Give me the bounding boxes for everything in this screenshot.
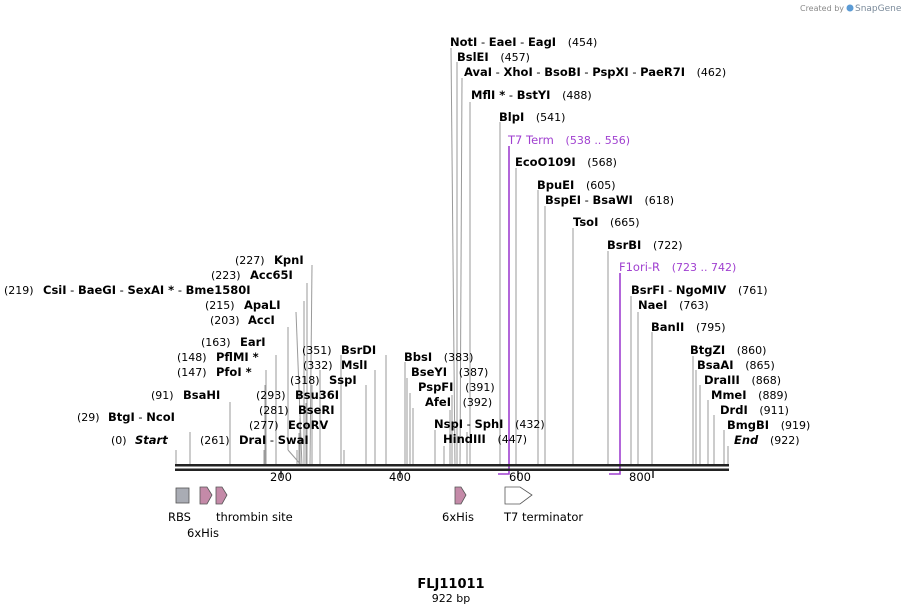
site-label-naei[interactable]: NaeI (763): [638, 298, 709, 312]
site-label-drdi[interactable]: DrdI (911): [720, 403, 789, 417]
pos-label-29: (29): [77, 411, 100, 424]
primer-markers: [498, 146, 621, 475]
site-label-f1ori-r[interactable]: F1ori-R (723 .. 742): [619, 260, 736, 274]
site-label-eari[interactable]: EarI: [240, 335, 266, 349]
pos-label-223: (223): [211, 269, 241, 282]
site-label-sspi[interactable]: SspI: [329, 373, 357, 387]
site-label-bslei[interactable]: BslEI (457): [457, 50, 530, 64]
site-label-start[interactable]: Start: [135, 433, 168, 447]
site-label-bsahi[interactable]: BsaHI: [183, 388, 220, 402]
site-label-bmgbi[interactable]: BmgBI (919): [727, 418, 810, 432]
pos-label-332: (332): [303, 359, 333, 372]
site-label-mfli[interactable]: MflI * - BstYI (488): [471, 88, 592, 102]
site-label-tsoi[interactable]: TsoI (665): [573, 215, 640, 229]
site-label-nspi[interactable]: NspI - SphI (432): [434, 417, 545, 431]
site-label-bsaai[interactable]: BsaAI (865): [697, 358, 775, 372]
pos-label-163: (163): [201, 336, 231, 349]
pos-label-147: (147): [177, 366, 207, 379]
site-labels-right: NotI - EaeI - EagI (454) BslEI (457) Ava…: [450, 35, 810, 447]
pos-label-215: (215): [205, 299, 235, 312]
feature-track: [175, 486, 533, 505]
ruler-tick-200: 200: [270, 470, 292, 484]
site-label-pfoi[interactable]: PfoI *: [216, 365, 252, 379]
site-connectors: [175, 47, 729, 467]
ruler-tick-600: 600: [509, 470, 531, 484]
site-labels-middle: BsrDI (351) MslI (332) SspI (318) Bsu36I…: [200, 343, 545, 447]
site-label-ecorv[interactable]: EcoRV: [288, 418, 328, 432]
site-label-bseri[interactable]: BseRI: [298, 403, 335, 417]
pos-label-219: (219): [4, 284, 34, 297]
site-label-banii[interactable]: BanII (795): [651, 320, 726, 334]
rbs-feature-box[interactable]: [175, 487, 190, 504]
brand-text: Created by: [800, 4, 844, 13]
his-tag-left-arrow[interactable]: [199, 486, 213, 505]
site-label-pflmi[interactable]: PflMI *: [216, 350, 259, 364]
t7-terminator-label: T7 terminator: [503, 510, 583, 524]
site-label-btgi[interactable]: BtgI - NcoI: [108, 410, 175, 424]
site-label-avai[interactable]: AvaI - XhoI - BsoBI - PspXI - PaeR7I (46…: [464, 65, 726, 79]
site-labels-left: (227) KpnI (223) Acc65I (219) CsiI - Bae…: [4, 253, 304, 447]
site-label-ecoo109i[interactable]: EcoO109I (568): [515, 155, 617, 169]
site-label-apali[interactable]: ApaLI: [244, 298, 281, 312]
ruler-tick-400: 400: [389, 470, 411, 484]
site-label-bspei[interactable]: BspEI - BsaWI (618): [545, 193, 674, 207]
thrombin-label: thrombin site: [216, 510, 293, 524]
brand-name: SnapGene: [855, 4, 902, 14]
pos-label-318: (318): [290, 374, 320, 387]
ruler-tick-800: 800: [629, 470, 651, 484]
site-label-noti[interactable]: NotI - EaeI - EagI (454): [450, 35, 597, 49]
site-label-end[interactable]: End (922): [734, 433, 800, 447]
site-label-bsrbi[interactable]: BsrBI (722): [607, 238, 683, 252]
his-tag-right-arrow[interactable]: [454, 486, 467, 505]
pos-label-277: (277): [249, 419, 279, 432]
thrombin-site-arrow[interactable]: [215, 486, 228, 505]
site-label-bpuei[interactable]: BpuEI (605): [537, 178, 616, 192]
snapgene-brand: Created by SnapGene: [800, 4, 902, 14]
site-label-hindiii[interactable]: HindIII (447): [443, 432, 527, 446]
pos-label-261: (261): [200, 434, 230, 447]
pos-label-0: (0): [111, 434, 127, 447]
site-label-msli[interactable]: MslI: [341, 358, 368, 372]
ruler-labels: 200 400 600 800: [270, 470, 651, 484]
site-label-acc65i[interactable]: Acc65I: [250, 268, 293, 282]
pos-label-91: (91): [151, 389, 174, 402]
site-label-mmei[interactable]: MmeI (889): [711, 388, 788, 402]
site-label-bsu36i[interactable]: Bsu36I: [295, 388, 339, 402]
site-label-blpi[interactable]: BlpI (541): [499, 110, 565, 124]
site-label-acci[interactable]: AccI: [248, 313, 275, 327]
feature-labels: RBS 6xHis thrombin site 6xHis T7 termina…: [168, 510, 583, 540]
t7-terminator-arrow[interactable]: [504, 486, 533, 505]
his-right-label: 6xHis: [442, 510, 474, 524]
site-label-bseyi[interactable]: BseYI (387): [411, 365, 488, 379]
site-label-kpni[interactable]: KpnI: [274, 253, 304, 267]
pos-label-148: (148): [177, 351, 207, 364]
map-title: FLJ11011: [417, 577, 484, 592]
site-label-btgzi[interactable]: BtgZI (860): [690, 343, 766, 357]
t7-term-marker: [498, 146, 510, 475]
site-label-pspfi[interactable]: PspFI (391): [418, 380, 495, 394]
site-label-t7term[interactable]: T7 Term (538 .. 556): [507, 133, 630, 147]
pos-label-203: (203): [210, 314, 240, 327]
his-left-label: 6xHis: [187, 526, 219, 540]
site-label-csii[interactable]: CsiI - BaeGI - SexAI * - Bme1580I: [43, 283, 251, 297]
snapgene-logo-icon: [846, 4, 854, 12]
site-label-bsrdi[interactable]: BsrDI: [341, 343, 376, 357]
rbs-label: RBS: [168, 510, 191, 524]
pos-label-293: (293): [256, 389, 286, 402]
pos-label-281: (281): [259, 404, 289, 417]
site-label-drai[interactable]: DraI - SwaI: [239, 433, 309, 447]
f1ori-r-marker: [609, 273, 621, 475]
pos-label-227: (227): [235, 254, 265, 267]
site-label-bsrfi[interactable]: BsrFI - NgoMIV (761): [631, 283, 768, 297]
sequence-bar: [175, 464, 729, 478]
site-label-draiii[interactable]: DraIII (868): [704, 373, 781, 387]
site-label-afei[interactable]: AfeI (392): [425, 395, 492, 409]
site-label-bbsi[interactable]: BbsI (383): [404, 350, 473, 364]
pos-label-351: (351): [302, 344, 332, 357]
map-subtitle: 922 bp: [432, 592, 470, 605]
